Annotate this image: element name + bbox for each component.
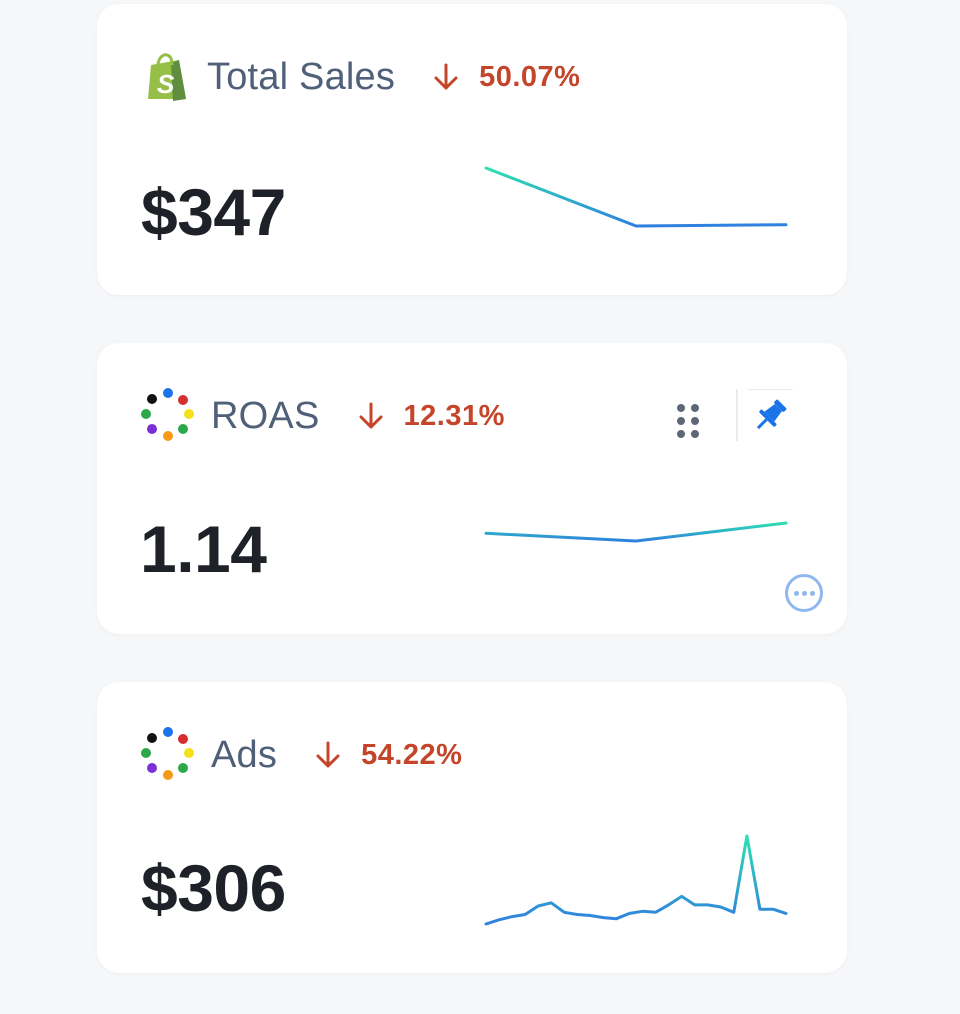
metric-value: 1.14: [140, 512, 267, 586]
pin-button[interactable]: [747, 389, 793, 441]
card-header: ROAS 12.31%: [141, 388, 505, 441]
change-percent: 12.31%: [403, 399, 505, 432]
toolbar-divider: [736, 389, 738, 441]
change-percent: 50.07%: [479, 60, 581, 93]
svg-text:S: S: [157, 69, 175, 99]
shopify-icon: S: [148, 53, 186, 101]
card-title: ROAS: [211, 394, 320, 437]
metric-value: $347: [141, 175, 286, 249]
drag-handle[interactable]: [672, 399, 704, 443]
sparkline: [484, 166, 788, 228]
grip-dots-icon: [677, 404, 699, 438]
trend-indicator: 12.31%: [358, 400, 505, 433]
arrow-down-icon: [316, 741, 340, 768]
dot: [793, 590, 799, 596]
more-options-button[interactable]: [785, 574, 823, 612]
arrow-down-icon: [359, 402, 382, 429]
metric-value: $306: [141, 851, 286, 925]
metric-card-ads[interactable]: Ads 54.22% $306: [97, 682, 847, 973]
dot: [809, 590, 815, 596]
multicolor-dots-icon: [141, 727, 194, 780]
sparkline: [484, 834, 788, 926]
metric-card-roas[interactable]: ROAS 12.31%: [97, 343, 847, 634]
sparkline-series: [484, 834, 788, 926]
metric-card-total-sales[interactable]: S Total Sales 50.07% $347: [97, 4, 847, 295]
card-title: Total Sales: [207, 55, 396, 98]
sparkline: [484, 521, 788, 543]
dot: [801, 590, 807, 596]
multicolor-dots-icon: [141, 388, 194, 441]
arrow-down-icon: [434, 63, 458, 90]
card-title: Ads: [211, 733, 278, 776]
card-header: Ads 54.22%: [141, 727, 462, 780]
change-percent: 54.22%: [361, 738, 463, 771]
trend-indicator: 50.07%: [433, 61, 580, 94]
card-header: S Total Sales 50.07%: [141, 52, 580, 102]
sparkline-series: [484, 521, 788, 543]
pin-icon: [756, 399, 787, 429]
sparkline-series: [484, 166, 788, 228]
trend-indicator: 54.22%: [315, 739, 462, 772]
